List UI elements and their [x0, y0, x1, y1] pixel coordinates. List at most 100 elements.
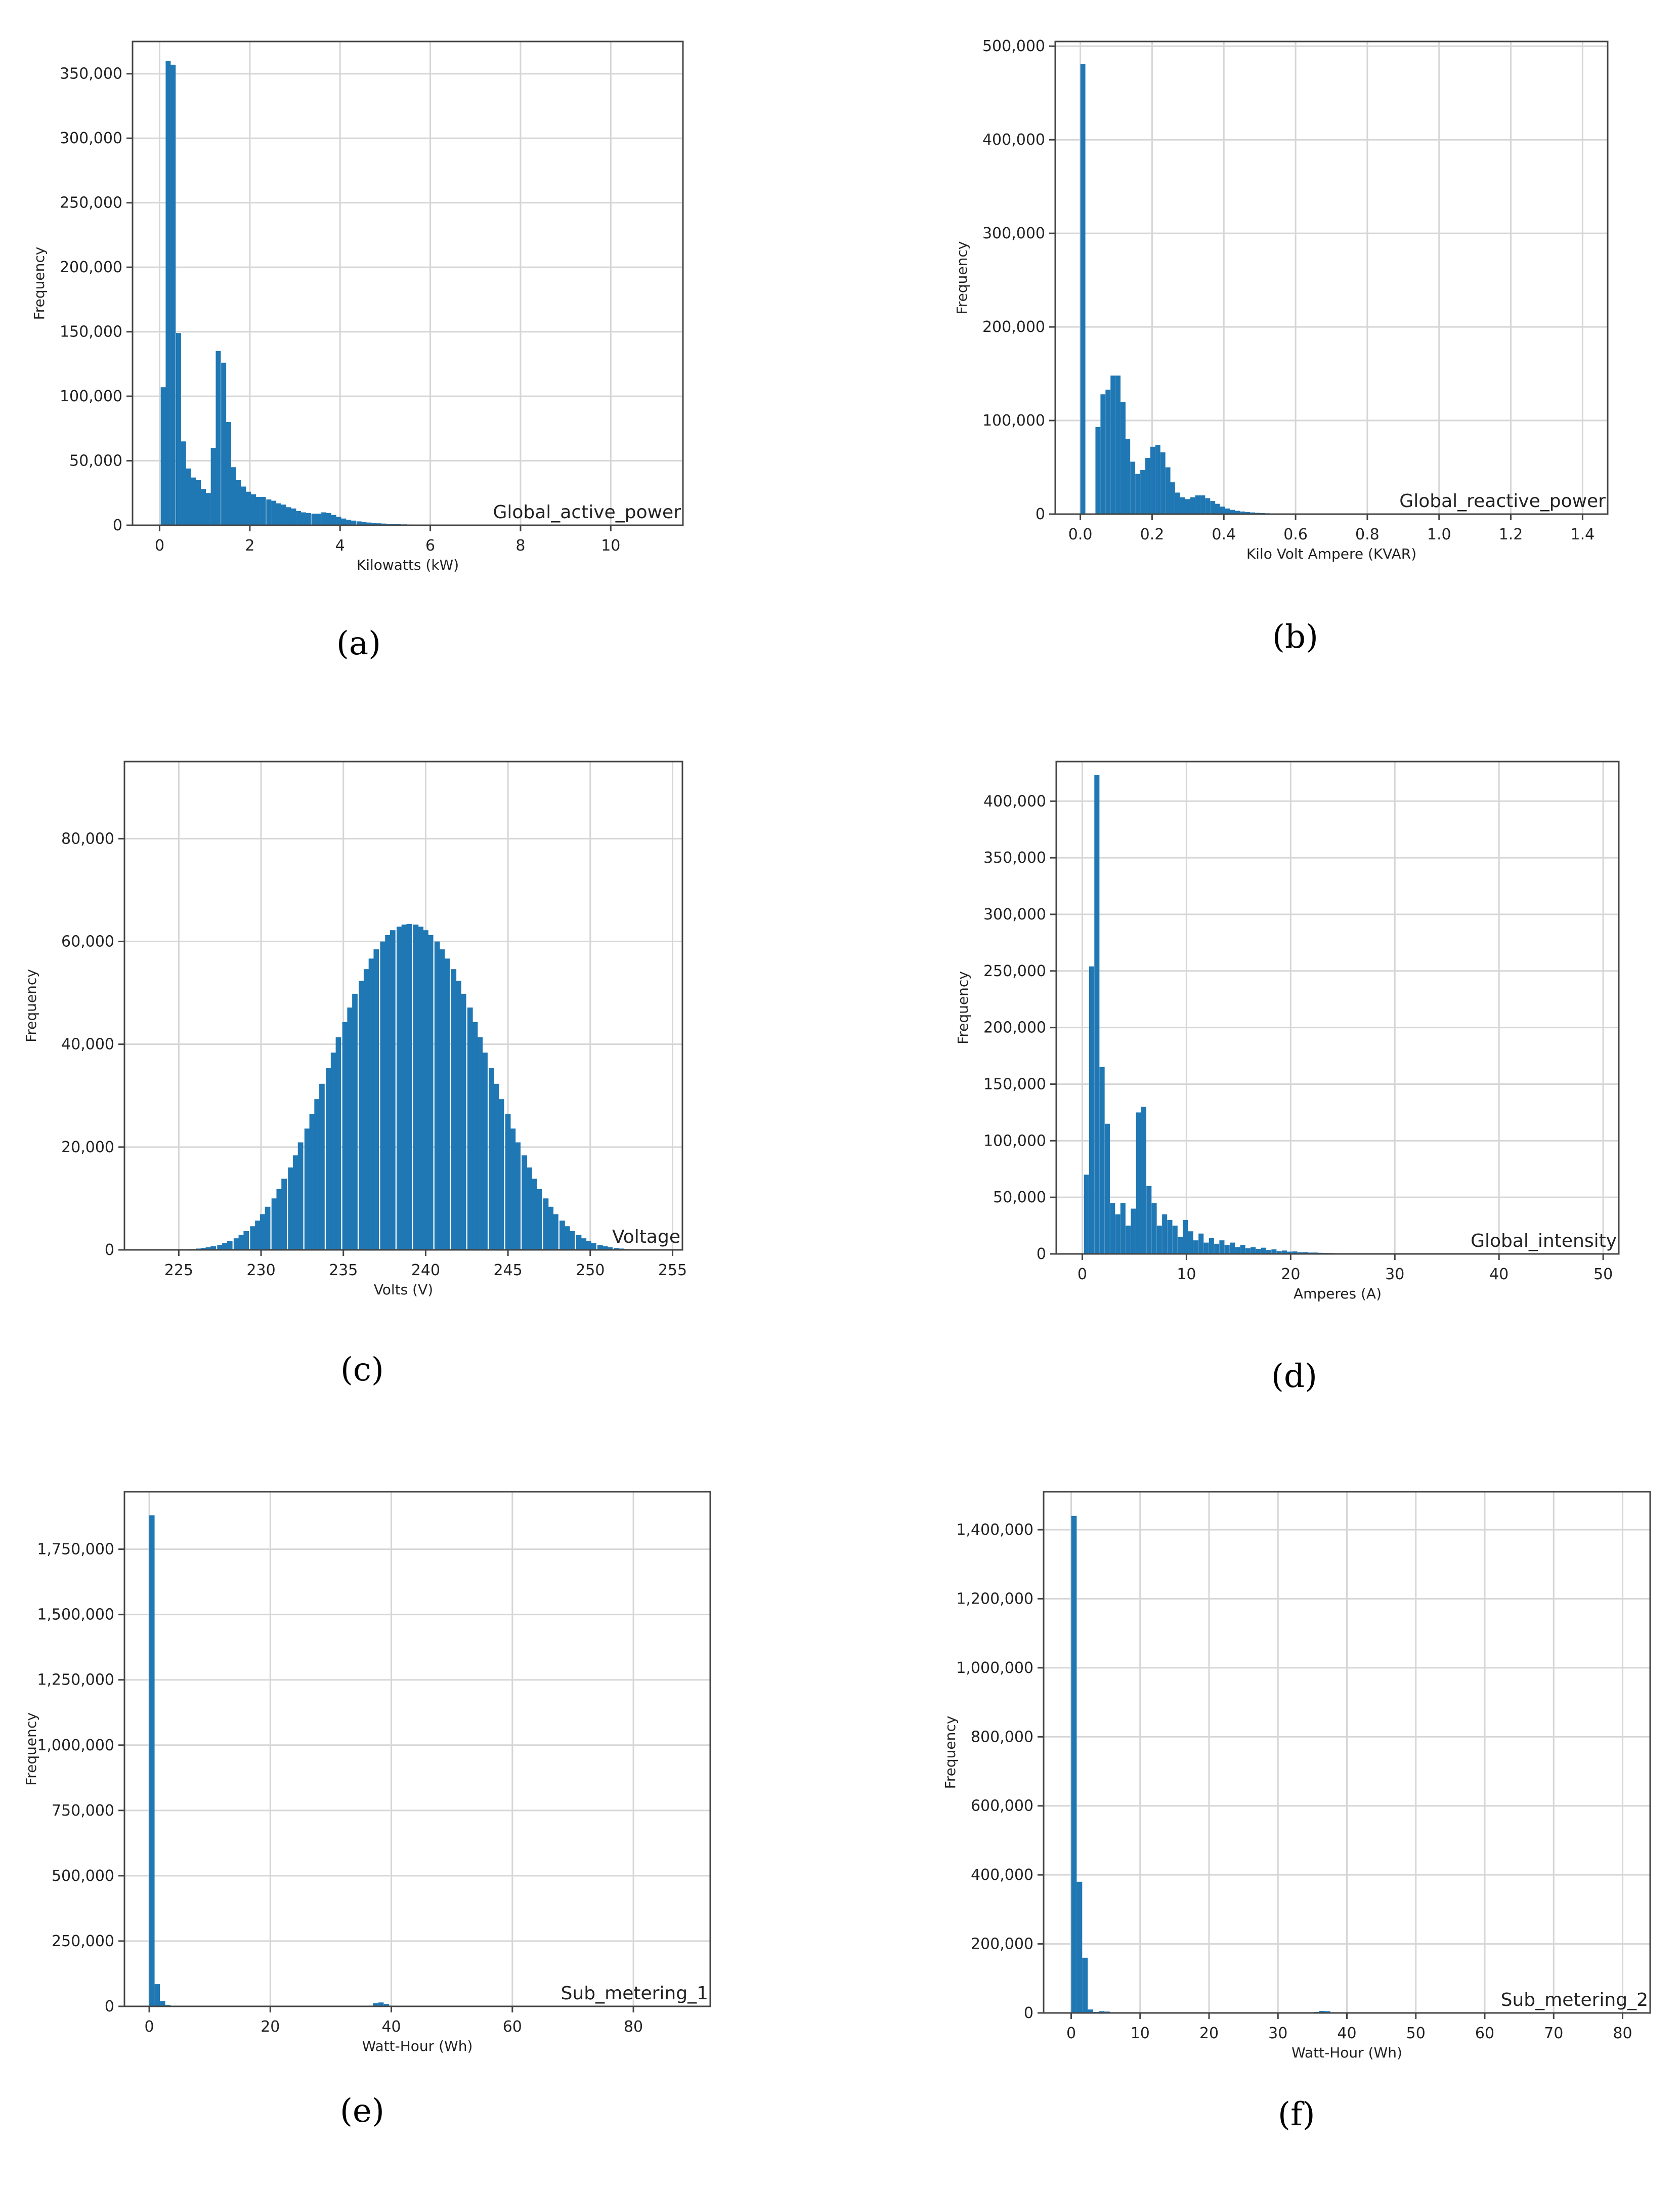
histogram-bar — [149, 1515, 155, 2006]
histogram-bar — [314, 1099, 320, 1250]
histogram-bar — [413, 924, 419, 1250]
histogram-bar — [576, 1235, 582, 1250]
x-tick-label: 30 — [1268, 2025, 1287, 2042]
histogram-bar — [255, 1221, 261, 1250]
y-tick-label: 1,400,000 — [956, 1521, 1033, 1539]
x-tick-label: 20 — [1199, 2025, 1219, 2042]
histogram-bar — [444, 958, 450, 1250]
y-tick-label: 50,000 — [993, 1189, 1046, 1206]
histogram-bar — [293, 1155, 298, 1250]
series-annotation: Sub_metering_1 — [561, 1983, 708, 2004]
histogram-bar — [381, 523, 386, 525]
x-axis-label: Watt-Hour (Wh) — [1291, 2044, 1402, 2061]
panel-label-d: (d) — [1271, 1358, 1317, 1395]
histogram-bar — [176, 333, 181, 525]
x-tick-label: 40 — [1337, 2025, 1356, 2042]
histogram-bar — [331, 515, 336, 525]
histogram-bar — [1245, 1248, 1251, 1254]
histogram-bar — [160, 387, 166, 525]
histogram-bar — [1136, 1112, 1141, 1254]
y-axis-label: Frequency — [942, 1716, 959, 1789]
histogram-bar — [201, 489, 206, 525]
histogram-bar — [1240, 1245, 1245, 1254]
x-tick-label: 0.0 — [1068, 526, 1093, 543]
histogram-bar — [216, 351, 221, 525]
panel-label-b: (b) — [1272, 618, 1318, 656]
y-tick-label: 1,500,000 — [37, 1606, 114, 1624]
y-tick-label: 200,000 — [60, 259, 122, 276]
histogram-bar — [1099, 2011, 1104, 2013]
histogram-bar — [250, 1226, 256, 1250]
histogram-bar — [281, 505, 286, 525]
histogram-bar — [536, 1189, 542, 1250]
histogram-bar — [1115, 375, 1121, 514]
histogram-bar — [1145, 458, 1150, 514]
y-tick-label: 0 — [113, 517, 122, 534]
y-tick-label: 20,000 — [61, 1139, 114, 1156]
histogram-bar — [427, 935, 434, 1250]
x-tick-label: 240 — [411, 1262, 440, 1279]
y-tick-label: 300,000 — [982, 225, 1045, 242]
histogram-bar — [326, 1068, 331, 1250]
histogram-bar — [1220, 507, 1225, 514]
histogram-bar — [489, 1068, 494, 1250]
x-tick-label: 4 — [335, 537, 345, 555]
histogram-bar — [376, 523, 381, 525]
x-tick-label: 230 — [246, 1262, 275, 1279]
series-annotation: Global_intensity — [1471, 1231, 1617, 1251]
x-tick-label: 8 — [515, 537, 525, 555]
histogram-bar — [522, 1155, 528, 1250]
histogram-bar — [1121, 402, 1126, 514]
x-tick-label: 1.4 — [1571, 526, 1595, 543]
histogram-bar — [559, 1221, 565, 1250]
histogram-bar — [306, 513, 311, 525]
histogram-bar — [221, 362, 227, 525]
y-tick-label: 400,000 — [983, 792, 1046, 810]
chart-panel-b: 0.0 0.2 0.4 0.6 0.8 1.0 1.2 1.4 0 100,000 200,000 3… — [954, 37, 1609, 562]
histogram-bar — [1135, 474, 1141, 514]
histogram-bar — [1175, 492, 1180, 514]
histogram-bar — [1250, 512, 1255, 514]
histogram-bar — [1281, 1250, 1287, 1254]
y-axis-label: Frequency — [23, 1712, 39, 1786]
y-axis-label: Frequency — [23, 969, 39, 1042]
histogram-bar — [335, 1037, 341, 1250]
histogram-bar — [1185, 499, 1190, 514]
panel-label-f: (f) — [1278, 2096, 1315, 2133]
y-tick-label: 100,000 — [982, 412, 1045, 430]
histogram-bar — [265, 1206, 271, 1250]
histogram-bar — [498, 1099, 504, 1250]
histogram-bar — [361, 522, 367, 525]
histogram-bar — [1140, 470, 1145, 514]
histogram-bar — [1198, 1233, 1204, 1254]
histogram-bar — [1276, 1251, 1282, 1254]
histogram-bar — [1105, 390, 1111, 514]
histogram-bar — [614, 1248, 620, 1250]
histogram-bar — [423, 930, 428, 1250]
histogram-bar — [1088, 2009, 1094, 2013]
x-tick-label: 60 — [1475, 2025, 1494, 2042]
histogram-bar — [1120, 1203, 1126, 1254]
x-tick-label: 10 — [1131, 2025, 1150, 2042]
y-tick-label: 0 — [1024, 2004, 1033, 2022]
histogram-bar — [311, 514, 317, 525]
histogram-bar — [255, 496, 261, 525]
histogram-bar — [590, 1243, 596, 1250]
y-tick-label: 0 — [105, 1998, 114, 2015]
plot-frame — [1055, 761, 1620, 1255]
histogram-bar — [200, 1248, 206, 1250]
histogram-bar — [217, 1245, 223, 1250]
x-tick-label: 60 — [503, 2018, 522, 2036]
histogram-bar — [243, 1231, 249, 1250]
chart-panel-a: 0 2 4 6 8 10 0 50,000 100,000 150,000 200,000 250,0… — [31, 40, 684, 573]
panel-label-e: (e) — [340, 2092, 384, 2130]
histogram-bar — [347, 1007, 353, 1250]
histogram-bar — [1303, 1252, 1308, 1254]
x-tick-label: 40 — [1489, 1266, 1509, 1283]
histogram-bar — [296, 511, 301, 525]
histogram-bar — [1203, 1242, 1209, 1254]
histogram-bar — [1245, 512, 1251, 514]
y-tick-label: 1,000,000 — [956, 1659, 1033, 1677]
histogram-bar — [1180, 497, 1185, 514]
histogram-bar — [1225, 508, 1230, 514]
